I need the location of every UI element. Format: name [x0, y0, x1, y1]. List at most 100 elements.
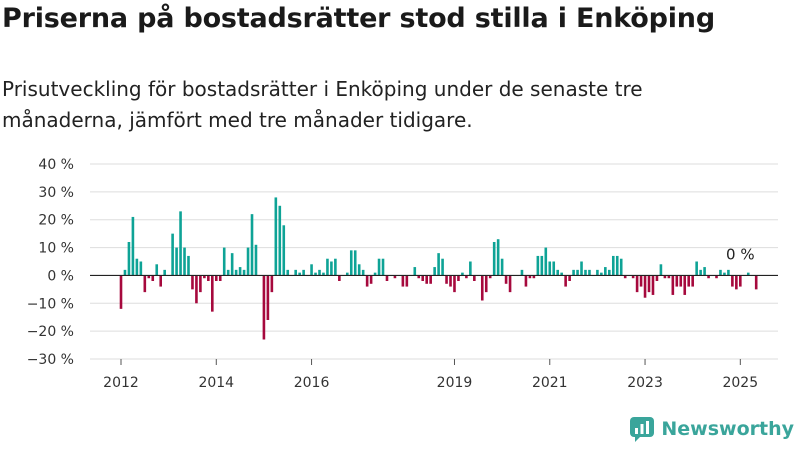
brand-name: Newsworthy — [661, 418, 794, 440]
bar — [270, 275, 274, 293]
bar — [608, 269, 611, 276]
bar — [385, 275, 389, 281]
bar — [250, 214, 254, 276]
brand-logo: Newsworthy — [629, 416, 794, 442]
bar — [488, 275, 492, 279]
bar — [143, 275, 147, 293]
bar — [707, 275, 710, 279]
bar — [584, 269, 587, 276]
bar — [739, 275, 742, 287]
bar — [302, 269, 305, 276]
bar — [623, 275, 627, 279]
bar — [330, 261, 333, 276]
y-tick-label: −20 % — [27, 324, 74, 340]
bar — [723, 272, 726, 276]
bar — [274, 197, 278, 276]
bar — [393, 275, 397, 279]
bar — [461, 272, 464, 276]
bar — [179, 211, 182, 276]
bar — [631, 275, 635, 279]
bar — [655, 275, 659, 281]
page-subtitle: Prisutveckling för bostadsrätter i Enköp… — [2, 77, 643, 132]
x-tick-label: 2023 — [627, 375, 663, 391]
bar — [373, 272, 377, 276]
bar — [151, 275, 155, 281]
bar — [211, 275, 214, 312]
bar — [496, 239, 500, 276]
bar — [127, 242, 131, 276]
bar — [504, 275, 508, 284]
bar — [719, 269, 722, 276]
bar — [675, 275, 679, 287]
bar — [611, 255, 615, 276]
bar — [226, 269, 230, 276]
bar — [588, 269, 591, 276]
bar — [357, 264, 361, 276]
bar — [353, 250, 357, 276]
bar — [334, 258, 337, 276]
bar — [421, 275, 425, 281]
bar — [643, 275, 647, 298]
bar — [639, 275, 643, 287]
bar — [556, 269, 559, 276]
bar — [266, 275, 270, 320]
bar — [218, 275, 222, 281]
bar — [647, 275, 651, 293]
bar — [683, 275, 687, 295]
bar — [405, 275, 409, 287]
bar — [548, 261, 552, 276]
bar — [298, 272, 301, 276]
bar — [207, 275, 210, 281]
bar — [735, 275, 738, 290]
bar — [671, 275, 675, 295]
bar — [449, 275, 452, 287]
bar — [369, 275, 373, 284]
bar — [746, 272, 750, 276]
bar — [492, 242, 496, 276]
bar — [187, 255, 190, 276]
bar — [667, 275, 671, 279]
bar — [544, 247, 548, 276]
bar — [540, 255, 544, 276]
bar — [238, 267, 242, 276]
bar — [135, 258, 139, 276]
bar — [191, 275, 194, 290]
y-tick-label: 10 % — [38, 241, 74, 257]
bar — [524, 275, 528, 287]
bar — [441, 258, 444, 276]
bar — [338, 275, 341, 281]
x-tick-label: 2025 — [722, 375, 758, 391]
bar — [699, 269, 702, 276]
bar — [663, 275, 667, 279]
bar — [381, 258, 385, 276]
bar — [433, 267, 436, 276]
bar — [278, 205, 282, 276]
bar — [294, 269, 297, 276]
bar — [318, 269, 321, 276]
bar — [695, 261, 698, 276]
bar — [254, 244, 258, 276]
bar — [480, 275, 484, 301]
bar — [651, 275, 655, 295]
bar — [139, 261, 143, 276]
bar — [552, 261, 556, 276]
bar — [326, 258, 329, 276]
bar — [465, 275, 468, 279]
x-tick-label: 2021 — [532, 375, 568, 391]
bar — [131, 216, 135, 276]
bar — [349, 250, 353, 276]
bar — [619, 258, 623, 276]
bar — [596, 269, 599, 276]
bar — [310, 264, 313, 276]
bar — [195, 275, 198, 304]
bar — [234, 269, 238, 276]
bar — [528, 275, 532, 279]
x-tick-label: 2014 — [198, 375, 234, 391]
bar — [155, 264, 159, 276]
bar — [600, 272, 603, 276]
page-title: Priserna på bostadsrätter stod stilla i … — [2, 3, 715, 34]
bar — [246, 247, 250, 276]
bar — [754, 275, 758, 290]
bar — [500, 258, 504, 276]
